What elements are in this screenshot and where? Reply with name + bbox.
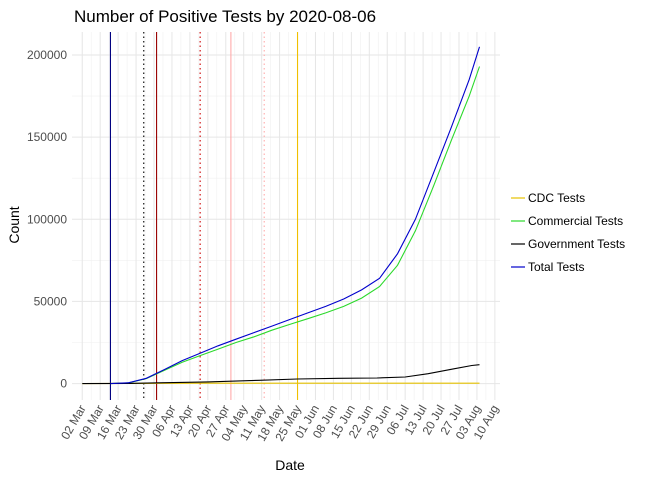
grid-major [72, 32, 500, 400]
y-axis-title: Count [6, 206, 22, 243]
legend-label: Total Tests [528, 260, 584, 274]
series-line [110, 46, 481, 385]
legend-label: Commercial Tests [528, 214, 623, 228]
y-tick-label: 150000 [27, 130, 67, 144]
legend: CDC Tests Commercial Tests Government Test… [511, 191, 625, 274]
series-line [110, 66, 481, 385]
legend-label: Government Tests [528, 237, 625, 251]
reference-lines [109, 32, 299, 400]
chart-title: Number of Positive Tests by 2020-08-06 [74, 7, 376, 26]
grid-minor [72, 32, 500, 400]
y-tick-label: 0 [60, 377, 67, 391]
series-line [82, 364, 480, 385]
y-tick-label: 200000 [27, 48, 67, 62]
y-tick-label: 100000 [27, 212, 67, 226]
y-tick-label: 50000 [34, 294, 68, 308]
y-axis-ticks: 0 50000 100000 150000 200000 [27, 48, 67, 391]
legend-label: CDC Tests [528, 191, 585, 205]
series-lines [82, 46, 481, 385]
x-axis-title: Date [275, 457, 305, 473]
